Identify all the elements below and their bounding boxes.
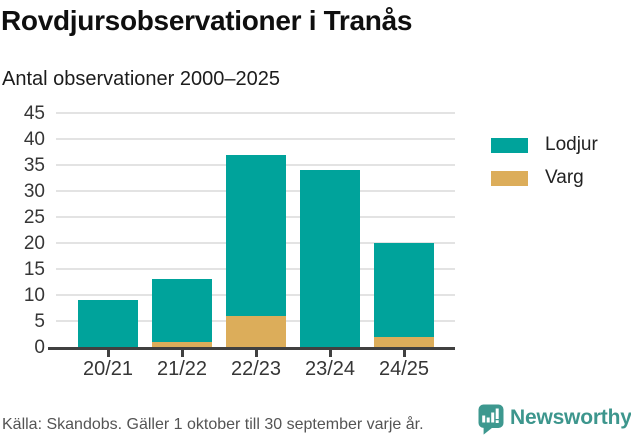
newsworthy-wordmark: Newsworthy: [510, 405, 631, 429]
y-axis-label: 30: [23, 181, 45, 202]
legend-swatch-varg: [491, 170, 528, 186]
newsworthy-logo: Newsworthy: [477, 404, 631, 435]
newsworthy-chart-bubble-icon: [478, 404, 504, 435]
y-axis-label: 0: [34, 337, 45, 358]
x-axis-tick: [403, 350, 406, 357]
x-axis-tick: [255, 350, 258, 357]
legend-item-varg: Varg: [491, 167, 598, 189]
legend-item-lodjur: Lodjur: [491, 134, 598, 156]
legend-label-varg: Varg: [545, 167, 584, 188]
bar-22-23-varg: [226, 315, 286, 347]
bar-21-22-varg: [152, 341, 212, 347]
x-axis-label: 22/23: [230, 358, 282, 380]
x-axis-tick: [181, 350, 184, 357]
bar-23-24-lodjur: [300, 170, 360, 347]
x-axis-label: 20/21: [82, 358, 134, 380]
x-axis-tick: [107, 350, 110, 357]
legend-label-lodjur: Lodjur: [545, 134, 598, 155]
bar-21-22-lodjur: [152, 279, 212, 342]
page-title: Rovdjursobservationer i Tranås: [1, 5, 413, 36]
y-axis-label: 5: [34, 311, 45, 332]
legend-swatch-lodjur: [491, 137, 528, 153]
x-axis-label: 21/22: [156, 358, 208, 380]
gridline-40: [56, 138, 455, 140]
y-axis-label: 45: [23, 103, 45, 124]
y-axis-label: 35: [23, 155, 45, 176]
bar-20-21-lodjur: [78, 300, 138, 347]
x-axis-line: [48, 347, 455, 350]
legend: Lodjur Varg: [491, 134, 598, 200]
y-axis-label: 25: [23, 207, 45, 228]
y-axis-label: 40: [23, 129, 45, 150]
x-axis-label: 24/25: [378, 358, 430, 380]
y-axis-label: 20: [23, 233, 45, 254]
x-axis-tick: [329, 350, 332, 357]
y-axis-label: 10: [23, 285, 45, 306]
bar-24-25-lodjur: [374, 243, 434, 337]
gridline-45: [56, 112, 455, 114]
chart-subtitle: Antal observationer 2000–2025: [2, 68, 280, 90]
x-axis-label: 23/24: [304, 358, 356, 380]
bar-22-23-lodjur: [226, 154, 286, 316]
y-axis-label: 15: [23, 259, 45, 280]
source-note: Källa: Skandobs. Gäller 1 oktober till 3…: [2, 416, 424, 433]
bar-24-25-varg: [374, 336, 434, 347]
